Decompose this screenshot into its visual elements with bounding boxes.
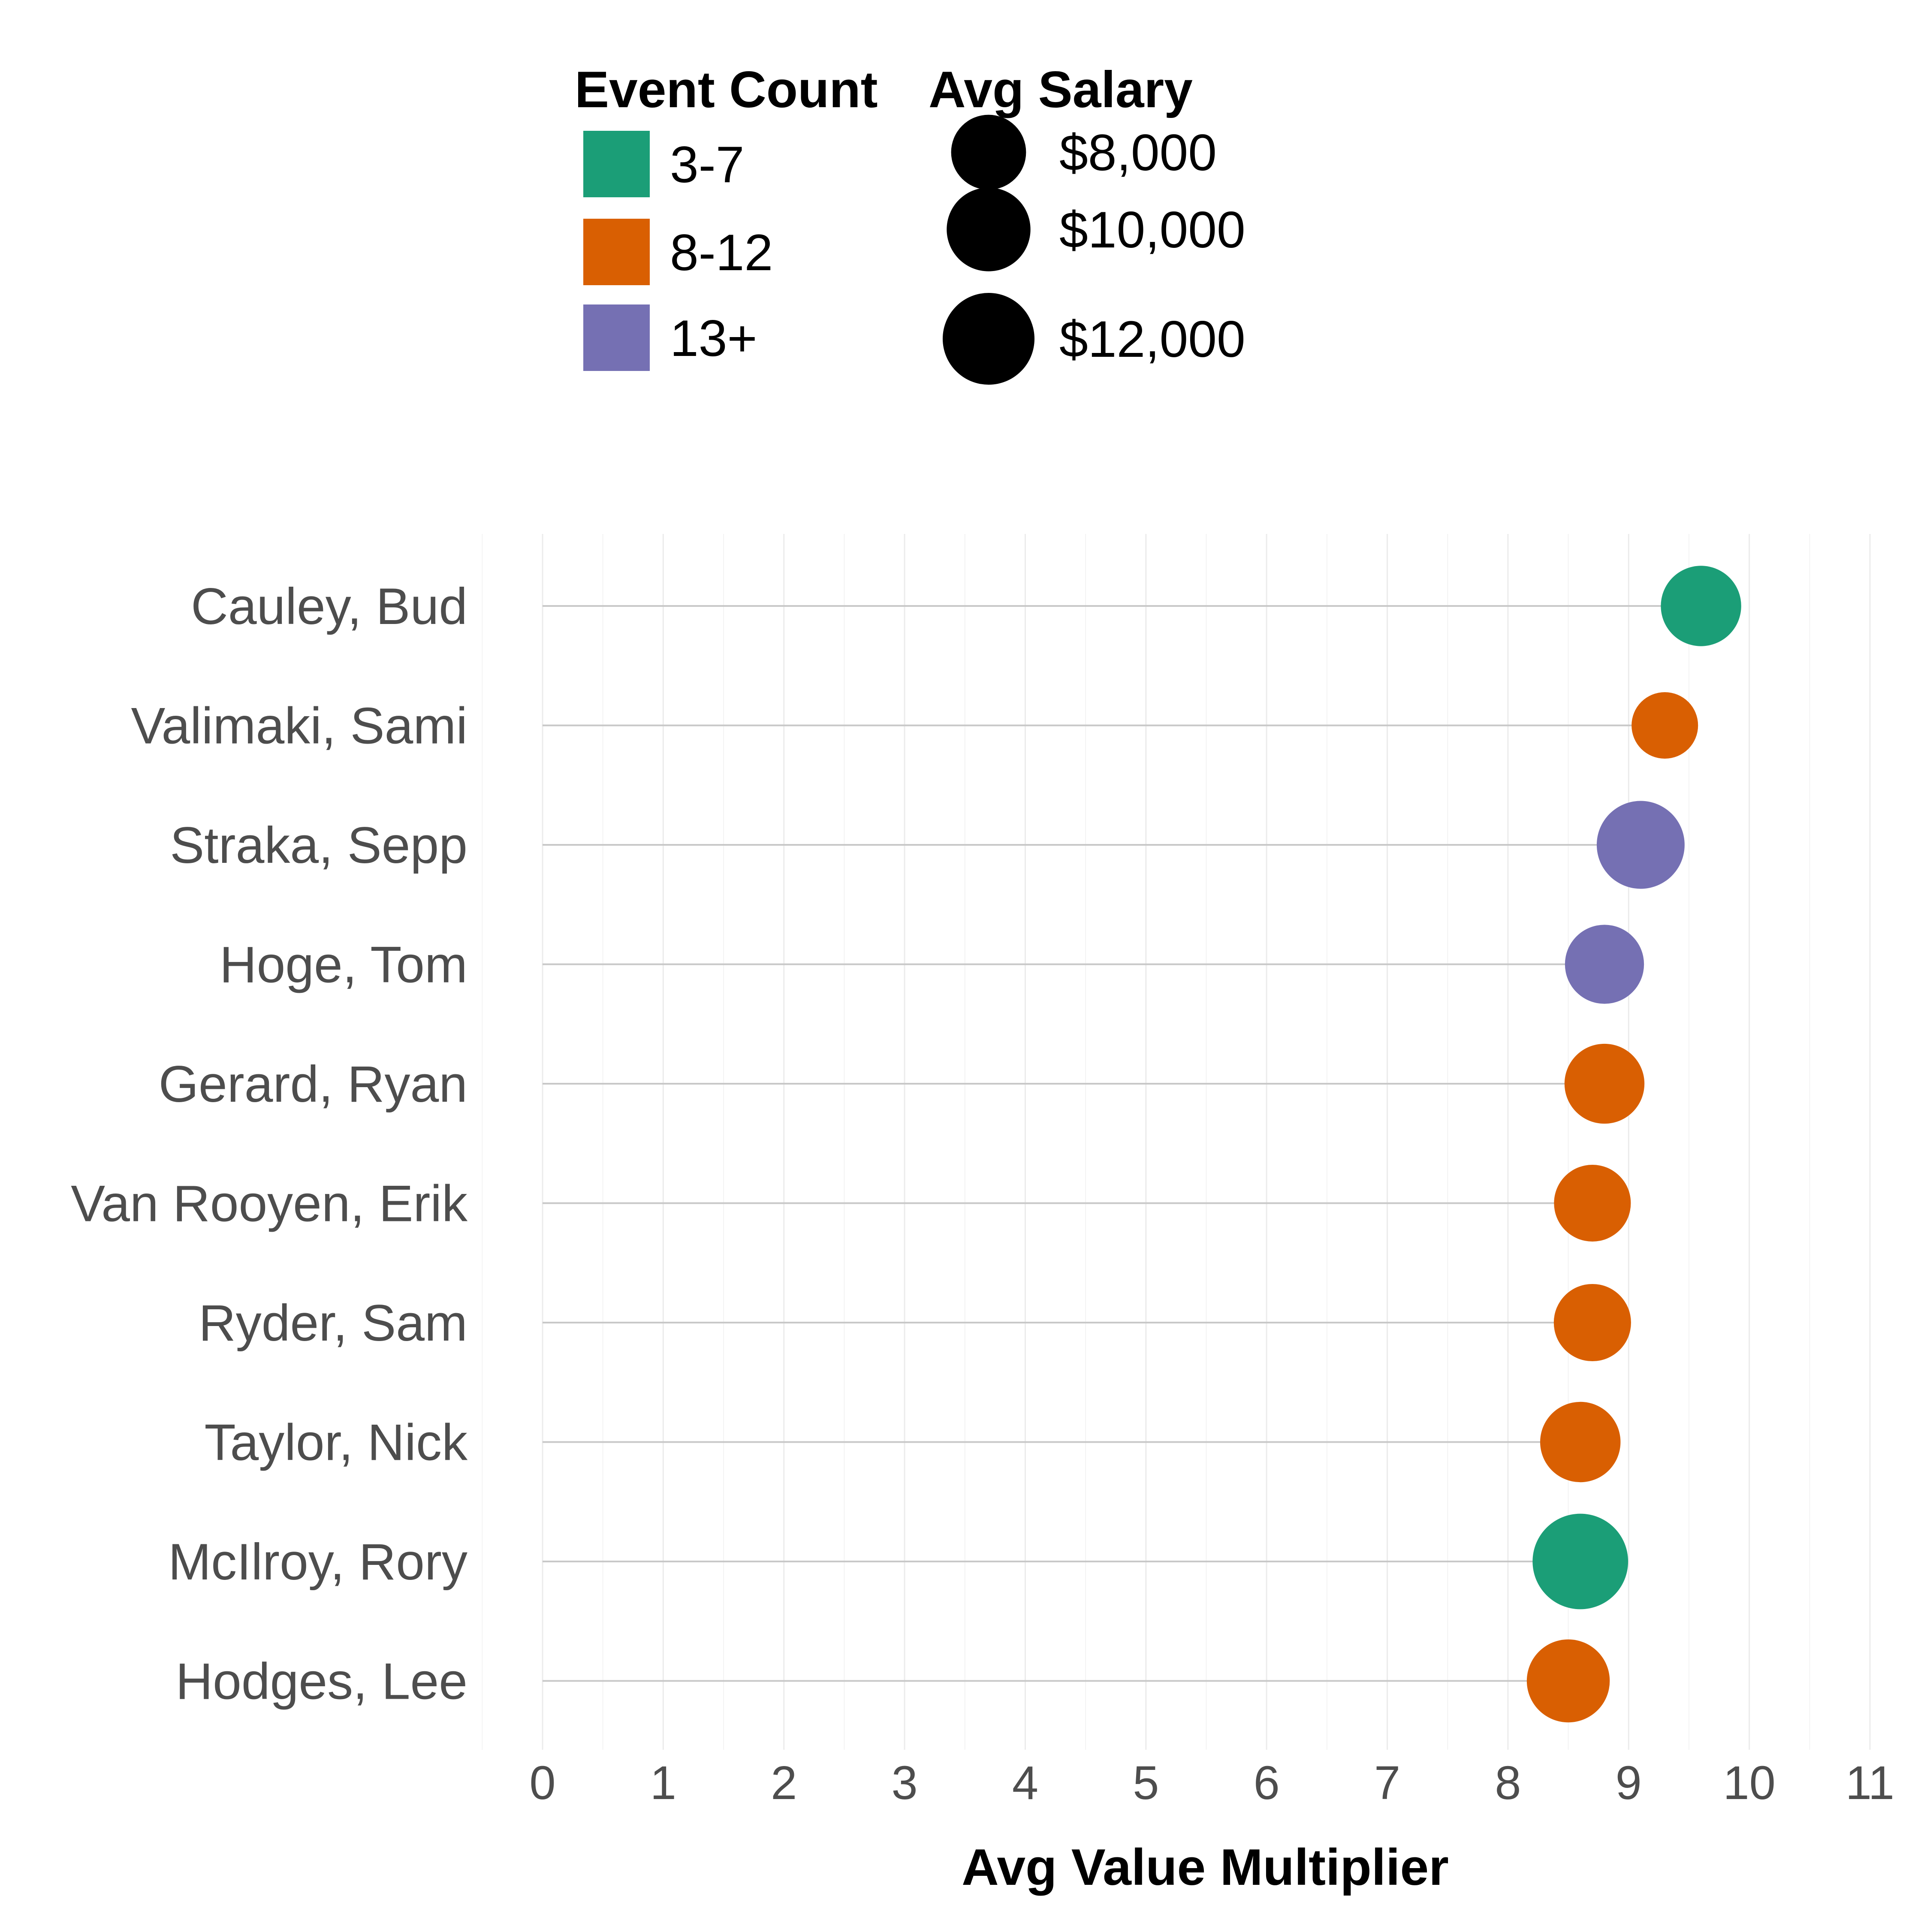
size-legend-label: $10,000 xyxy=(1059,201,1245,259)
y-category-label: Straka, Sepp xyxy=(170,817,467,874)
point-layer xyxy=(1526,566,1741,1723)
y-category-label: Taylor, Nick xyxy=(205,1414,468,1471)
lollipop-point xyxy=(1661,566,1741,646)
y-category-label: Hodges, Lee xyxy=(175,1653,467,1710)
color-legend-swatch xyxy=(583,219,650,285)
y-category-label: Cauley, Bud xyxy=(191,578,467,635)
lollipop-point xyxy=(1554,1164,1631,1242)
x-tick-label: 4 xyxy=(1012,1757,1038,1809)
y-category-label: Van Rooyen, Erik xyxy=(71,1175,468,1233)
y-category-label: Ryder, Sam xyxy=(199,1294,467,1352)
x-tick-label: 11 xyxy=(1846,1757,1894,1809)
size-legend-title: Avg Salary xyxy=(929,61,1193,118)
color-legend-swatch xyxy=(583,131,650,197)
lollipop-point xyxy=(1526,1639,1610,1723)
x-axis-title: Avg Value Multiplier xyxy=(962,1839,1449,1896)
x-tick-label: 8 xyxy=(1495,1757,1521,1809)
label-layer: 0 1 2 3 4 5 6 7 8 9 10 11 Cauley, Bud Valimaki, Sami S… xyxy=(71,578,1894,1809)
color-legend-title: Event Count xyxy=(575,61,878,118)
y-category-label: Gerard, Ryan xyxy=(159,1055,467,1113)
color-legend-label: 13+ xyxy=(670,310,757,367)
x-tick-label: 2 xyxy=(771,1757,797,1809)
size-legend-label: $12,000 xyxy=(1059,310,1245,368)
x-tick-label: 1 xyxy=(650,1757,676,1809)
size-legend-label: $8,000 xyxy=(1059,124,1217,181)
x-tick-label: 10 xyxy=(1723,1757,1775,1809)
color-legend-label: 8-12 xyxy=(670,224,773,281)
lollipop-point xyxy=(1553,1284,1631,1362)
x-tick-label: 7 xyxy=(1374,1757,1400,1809)
x-tick-label: 0 xyxy=(529,1757,555,1809)
lollipop-point xyxy=(1565,925,1644,1004)
y-category-label: Valimaki, Sami xyxy=(131,697,467,755)
y-category-label: McIlroy, Rory xyxy=(168,1533,467,1591)
x-tick-label: 9 xyxy=(1616,1757,1642,1809)
lollipop-point xyxy=(1631,692,1698,759)
lollipop-point xyxy=(1532,1513,1628,1609)
size-legend-circle xyxy=(951,115,1026,190)
x-tick-label: 5 xyxy=(1133,1757,1159,1809)
color-legend-label: 3-7 xyxy=(670,136,744,193)
size-legend-circle xyxy=(947,187,1031,271)
x-tick-label: 6 xyxy=(1254,1757,1280,1809)
lollipop-point xyxy=(1596,801,1685,889)
size-legend-circle xyxy=(943,293,1034,385)
legend: Event Count Avg Salary 3-7 8-12 13+ $8,000 $… xyxy=(575,61,1245,385)
y-category-label: Hoge, Tom xyxy=(220,936,467,994)
x-tick-label: 3 xyxy=(891,1757,917,1809)
lollipop-point xyxy=(1540,1402,1621,1483)
stem-layer xyxy=(543,605,1701,1682)
grid-layer xyxy=(482,534,1871,1750)
color-legend-swatch xyxy=(583,304,650,371)
lollipop-point xyxy=(1564,1043,1645,1124)
